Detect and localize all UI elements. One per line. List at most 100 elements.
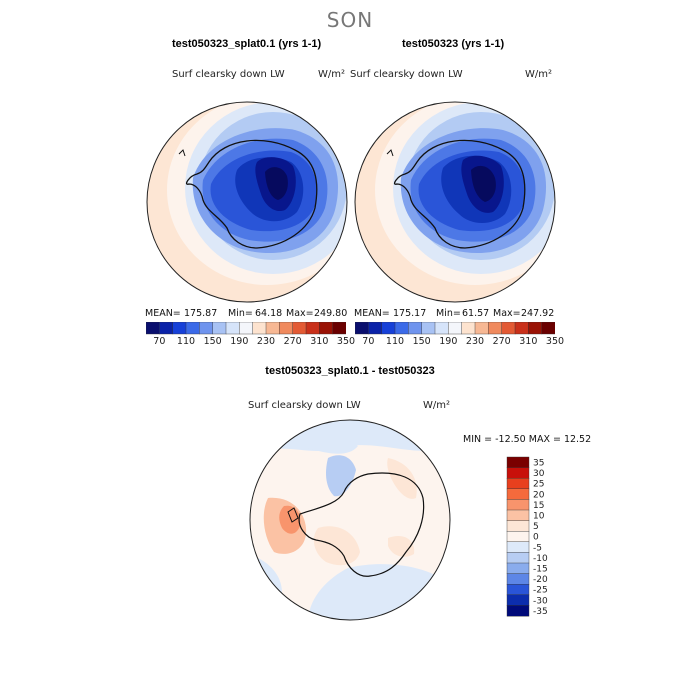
panel1-min-label: Min= bbox=[228, 308, 253, 319]
colorbar-diff-label: -35 bbox=[533, 607, 548, 617]
colorbar-diff-swatch bbox=[506, 562, 530, 575]
colorbar-2-swatch bbox=[421, 322, 436, 335]
colorbar-1-swatch bbox=[185, 322, 200, 335]
panel1-mean-label: MEAN= bbox=[145, 308, 181, 319]
panel2-title: test050323 (yrs 1-1) bbox=[402, 38, 505, 50]
colorbar-diff-label: 0 bbox=[533, 533, 539, 543]
colorbar-2-tick-label: 350 bbox=[545, 336, 565, 347]
colorbar-diff-swatch bbox=[506, 499, 530, 511]
colorbar-2-swatch bbox=[394, 322, 409, 335]
colorbar-2-swatch bbox=[488, 322, 503, 335]
panel1-max-label: Max= bbox=[286, 308, 314, 319]
colorbar-diff-swatch bbox=[506, 552, 530, 564]
colorbar-2-swatch bbox=[474, 322, 489, 335]
colorbar-1-tick-label: 70 bbox=[153, 336, 166, 347]
panel1-variable: Surf clearsky down LW bbox=[172, 69, 285, 80]
colorbar-2-ticks: 70 110 150 190 230 270 310 350 bbox=[355, 336, 564, 350]
panel2-min-label: Min= bbox=[436, 308, 461, 319]
colorbar-2-swatch bbox=[528, 322, 543, 335]
panel2-mean-label: MEAN= bbox=[354, 308, 390, 319]
colorbar-1-ticks: 70 110 150 190 230 270 310 350 bbox=[146, 336, 355, 350]
colorbar-1-tick-label: 270 bbox=[283, 336, 302, 347]
colorbar-diff-label: -25 bbox=[533, 586, 548, 596]
colorbar-diff-swatch bbox=[506, 488, 530, 500]
diff-minmax: MIN = -12.50 MAX = 12.52 bbox=[463, 434, 592, 445]
colorbar-2-tick-label: 310 bbox=[519, 336, 538, 347]
colorbar-diff-label: 25 bbox=[533, 480, 544, 490]
colorbar-2-tick-label: 70 bbox=[362, 336, 375, 347]
colorbar-diff-swatch bbox=[506, 605, 530, 617]
panel2-map bbox=[354, 101, 556, 303]
colorbar-diff-label: -15 bbox=[533, 565, 548, 575]
colorbar-1-swatch bbox=[225, 322, 240, 335]
diff-title: test050323_splat0.1 - test050323 bbox=[265, 365, 435, 377]
colorbar-1-tick-label: 110 bbox=[176, 336, 196, 347]
colorbar-1-tick-label: 150 bbox=[203, 336, 222, 347]
panel2-max-label: Max= bbox=[493, 308, 521, 319]
colorbar-diff-swatch bbox=[506, 583, 530, 596]
diff-map bbox=[249, 419, 451, 621]
panel1-title: test050323_splat0.1 (yrs 1-1) bbox=[172, 38, 322, 50]
colorbar-2-tick-label: 110 bbox=[385, 336, 405, 347]
colorbar-1-tick-label: 310 bbox=[310, 336, 329, 347]
colorbar-1-swatch bbox=[239, 322, 254, 335]
panel2-variable: Surf clearsky down LW bbox=[350, 69, 463, 80]
colorbar-1-tick-label: 230 bbox=[256, 336, 276, 347]
colorbar-2 bbox=[355, 322, 555, 335]
colorbar-diff-label: -30 bbox=[533, 596, 548, 606]
colorbar-1-swatch bbox=[252, 322, 267, 335]
colorbar-2-swatch bbox=[461, 322, 476, 335]
colorbar-2-swatch bbox=[381, 322, 396, 335]
season-title: SON bbox=[326, 8, 374, 32]
colorbar-1-swatch bbox=[265, 322, 280, 335]
panel1-max-value: 249.80 bbox=[314, 308, 348, 319]
colorbar-2-swatch bbox=[448, 322, 463, 335]
colorbar-diff-label: 30 bbox=[533, 469, 545, 479]
colorbar-1-swatch bbox=[199, 322, 214, 335]
colorbar-diff-label: -10 bbox=[533, 554, 548, 564]
panel1-mean-value: 175.87 bbox=[184, 308, 218, 319]
colorbar-diff-swatch bbox=[506, 594, 530, 606]
colorbar-1-tick-label: 190 bbox=[230, 336, 249, 347]
colorbar-2-tick-label: 190 bbox=[439, 336, 458, 347]
panel2-min-value: 61.57 bbox=[462, 308, 490, 319]
colorbar-2-swatch bbox=[514, 322, 529, 335]
colorbar-1-swatch bbox=[172, 322, 187, 335]
colorbar-1-swatch bbox=[332, 322, 346, 335]
colorbar-diff-label: 20 bbox=[533, 490, 545, 500]
colorbar-1-swatch bbox=[319, 322, 334, 335]
colorbar-2-swatch bbox=[541, 322, 555, 335]
colorbar-1-swatch bbox=[212, 322, 227, 335]
colorbar-diff-swatch bbox=[506, 509, 530, 522]
colorbar-diff-label: 10 bbox=[533, 512, 545, 522]
colorbar-diff-label: 5 bbox=[533, 522, 539, 532]
colorbar-1-swatch bbox=[305, 322, 320, 335]
colorbar-2-swatch bbox=[501, 322, 516, 335]
colorbar-diff-swatch bbox=[506, 467, 530, 479]
panel1-min-value: 64.18 bbox=[255, 308, 283, 319]
colorbar-1-tick-label: 350 bbox=[336, 336, 356, 347]
colorbar-diff-swatch bbox=[506, 541, 530, 553]
colorbar-1-swatch bbox=[146, 322, 160, 335]
diff-variable: Surf clearsky down LW bbox=[248, 400, 361, 411]
colorbar-diff-label: -5 bbox=[533, 543, 542, 553]
colorbar-diff-label: 35 bbox=[533, 459, 544, 469]
colorbar-1-swatch bbox=[279, 322, 294, 335]
panel2-mean-value: 175.17 bbox=[393, 308, 427, 319]
colorbar-2-tick-label: 230 bbox=[465, 336, 485, 347]
panel1-map bbox=[146, 101, 348, 303]
colorbar-2-tick-label: 150 bbox=[412, 336, 431, 347]
colorbar-diff-swatch bbox=[506, 456, 530, 469]
colorbar-2-swatch bbox=[368, 322, 383, 335]
colorbar-diff-swatch bbox=[506, 520, 530, 532]
colorbar-2-swatch bbox=[408, 322, 423, 335]
colorbar-1-swatch bbox=[159, 322, 174, 335]
colorbar-2-swatch bbox=[434, 322, 449, 335]
panel2-max-value: 247.92 bbox=[521, 308, 555, 319]
colorbar-1 bbox=[146, 322, 346, 335]
colorbar-diff-label: -20 bbox=[533, 575, 548, 585]
panel2-units: W/m² bbox=[525, 69, 553, 80]
colorbar-diff-swatch bbox=[506, 530, 530, 543]
colorbar-diff-label: 15 bbox=[533, 501, 544, 511]
